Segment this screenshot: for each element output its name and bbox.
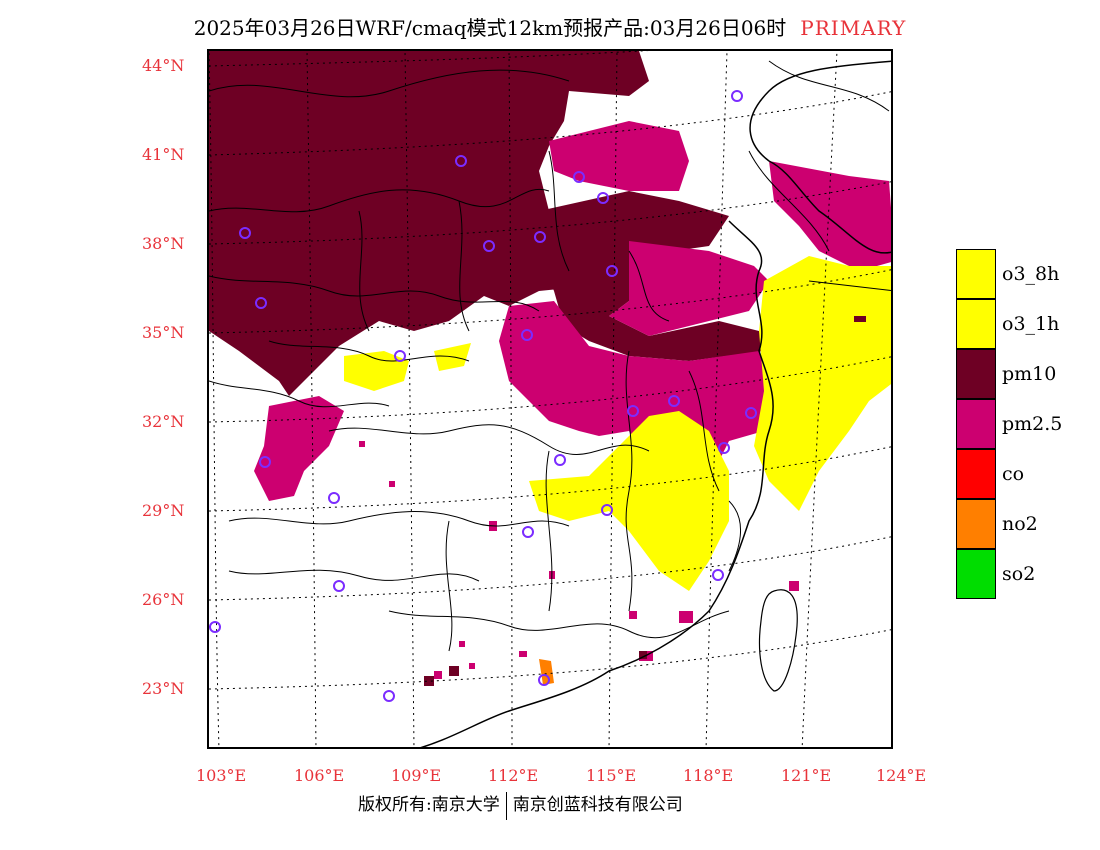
map-title: 2025年03月26日WRF/cmaq模式12km预报产品:03月26日06时 P… bbox=[0, 12, 1100, 41]
legend-swatch bbox=[956, 349, 996, 399]
legend-label: co bbox=[1002, 463, 1025, 485]
lon-label-103e: 103°E bbox=[196, 766, 247, 785]
o3-region-central bbox=[529, 411, 729, 591]
title-primary-tag: PRIMARY bbox=[800, 16, 907, 40]
lat-label-23n: 23°N bbox=[142, 679, 185, 698]
no2-patch bbox=[539, 659, 554, 685]
lat-label-41n: 41°N bbox=[142, 145, 185, 164]
lon-label-112e: 112°E bbox=[488, 766, 539, 785]
lat-label-44n: 44°N bbox=[142, 56, 185, 75]
footer: 版权所有:南京大学 南京创蓝科技有限公司 bbox=[358, 790, 683, 820]
legend-swatch bbox=[956, 499, 996, 549]
pm25-region-mid bbox=[609, 241, 769, 336]
station-markers bbox=[209, 90, 757, 702]
pm10-region-north bbox=[209, 51, 649, 396]
pm25-region-west bbox=[254, 396, 344, 501]
lon-label-106e: 106°E bbox=[294, 766, 345, 785]
legend-swatch bbox=[956, 299, 996, 349]
footer-company: 南京创蓝科技有限公司 bbox=[512, 795, 683, 815]
graticule bbox=[209, 51, 891, 747]
pollution-map[interactable] bbox=[207, 49, 893, 749]
lat-label-38n: 38°N bbox=[142, 234, 185, 253]
lon-label-115e: 115°E bbox=[586, 766, 637, 785]
pm25-region-northeast bbox=[549, 121, 689, 191]
legend-label: pm2.5 bbox=[1002, 413, 1063, 435]
legend-label: o3_8h bbox=[1002, 263, 1060, 285]
taiwan-outline bbox=[758, 589, 798, 692]
lat-label-32n: 32°N bbox=[142, 412, 185, 431]
lon-label-118e: 118°E bbox=[683, 766, 734, 785]
lat-label-26n: 26°N bbox=[142, 590, 185, 609]
map-canvas bbox=[209, 51, 891, 747]
pm10-specks bbox=[424, 316, 866, 686]
legend-swatch bbox=[956, 449, 996, 499]
lon-label-109e: 109°E bbox=[391, 766, 442, 785]
legend-label: so2 bbox=[1002, 563, 1036, 585]
title-main: 2025年03月26日WRF/cmaq模式12km预报产品:03月26日06时 bbox=[193, 16, 787, 40]
legend-swatch bbox=[956, 549, 996, 599]
lat-label-29n: 29°N bbox=[142, 501, 185, 520]
legend-label: no2 bbox=[1002, 513, 1038, 535]
footer-separator bbox=[505, 791, 507, 820]
legend-label: pm10 bbox=[1002, 363, 1057, 385]
lon-label-121e: 121°E bbox=[781, 766, 832, 785]
legend-swatch bbox=[956, 399, 996, 449]
lon-label-124e: 124°E bbox=[876, 766, 927, 785]
legend-label: o3_1h bbox=[1002, 313, 1060, 335]
pm10-region-central bbox=[539, 191, 764, 361]
legend-swatch bbox=[956, 249, 996, 299]
coastline bbox=[420, 60, 891, 747]
boundaries bbox=[209, 60, 891, 652]
lat-label-35n: 35°N bbox=[142, 323, 185, 342]
footer-copyright: 版权所有:南京大学 bbox=[358, 795, 500, 815]
